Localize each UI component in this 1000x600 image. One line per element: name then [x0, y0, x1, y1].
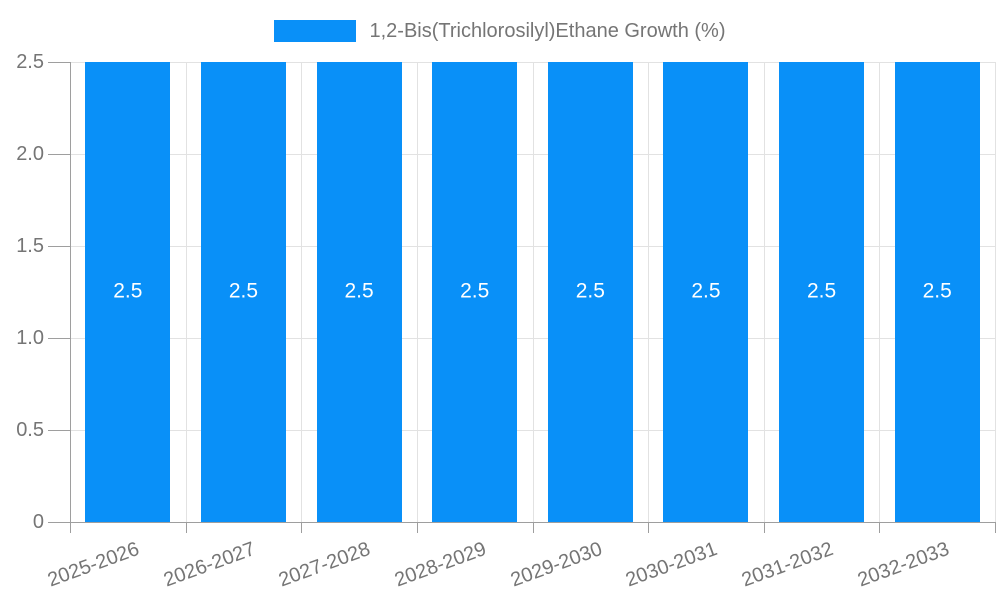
- x-axis-tick: [70, 522, 71, 533]
- y-axis-label: 0: [32, 511, 44, 533]
- bar: 2.5: [779, 62, 865, 522]
- gridline-vertical: [648, 62, 650, 522]
- bar-value-label: 2.5: [922, 279, 952, 303]
- gridline-vertical: [763, 62, 765, 522]
- x-axis-tick: [879, 522, 881, 533]
- bar: 2.5: [663, 62, 749, 522]
- y-axis-tick: [48, 246, 70, 247]
- x-axis-tick: [185, 522, 187, 533]
- x-axis-label: 2030-2031: [623, 538, 721, 592]
- x-axis-tick: [763, 522, 765, 533]
- y-axis-label: 2.5: [16, 51, 44, 73]
- bar: 2.5: [547, 62, 633, 522]
- x-axis-tick: [995, 522, 996, 533]
- y-axis-line: [70, 62, 71, 523]
- gridline-vertical: [301, 62, 303, 522]
- x-axis-label: 2026-2027: [160, 538, 258, 592]
- x-axis-label: 2029-2030: [507, 538, 605, 592]
- bar-value-label: 2.5: [113, 279, 143, 303]
- bar-value-label: 2.5: [344, 279, 374, 303]
- bar: 2.5: [316, 62, 402, 522]
- bar: 2.5: [200, 62, 286, 522]
- legend-label: 1,2-Bis(Trichlorosilyl)Ethane Growth (%): [369, 19, 726, 42]
- bar-value-label: 2.5: [691, 279, 721, 303]
- y-axis-label: 0.5: [16, 419, 44, 441]
- x-axis-tick: [416, 522, 418, 533]
- x-axis-tick: [532, 522, 534, 533]
- y-axis-tick: [48, 338, 70, 339]
- y-axis-tick: [48, 154, 70, 155]
- x-axis-label: 2031-2032: [738, 538, 837, 592]
- bar: 2.5: [432, 62, 518, 522]
- bar-value-label: 2.5: [575, 279, 605, 303]
- x-axis-label: 2025-2026: [44, 538, 143, 592]
- legend: 1,2-Bis(Trichlorosilyl)Ethane Growth (%): [0, 16, 1000, 46]
- y-axis-label: 1.5: [16, 235, 44, 257]
- x-axis-label: 2028-2029: [391, 538, 490, 592]
- legend-swatch: [274, 20, 357, 42]
- gridline-vertical: [416, 62, 418, 522]
- y-axis-tick: [48, 430, 70, 431]
- y-axis-tick: [48, 522, 70, 523]
- y-axis-label: 2.0: [16, 143, 44, 165]
- x-axis-label: 2032-2033: [854, 538, 952, 592]
- x-axis-tick: [301, 522, 303, 533]
- bar-value-label: 2.5: [806, 279, 837, 303]
- bar: 2.5: [894, 62, 980, 522]
- gridline-vertical: [995, 62, 996, 522]
- bar-value-label: 2.5: [460, 279, 490, 303]
- gridline-vertical: [185, 62, 187, 522]
- y-axis-tick: [48, 62, 70, 63]
- bar: 2.5: [85, 62, 171, 522]
- gridline-vertical: [879, 62, 881, 522]
- y-axis-label: 1.0: [16, 327, 44, 349]
- bar-value-label: 2.5: [228, 279, 259, 303]
- gridline-vertical: [532, 62, 534, 522]
- x-axis-label: 2027-2028: [276, 538, 374, 592]
- x-axis-tick: [648, 522, 650, 533]
